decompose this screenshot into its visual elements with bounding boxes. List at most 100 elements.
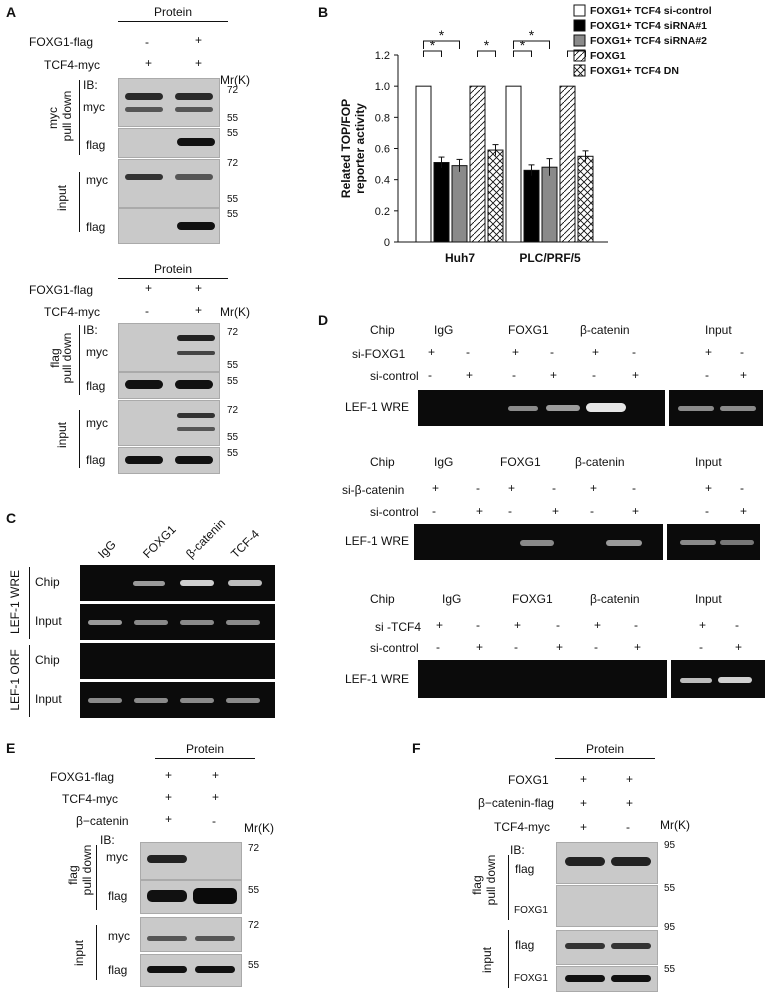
group-label-pulldown: pull down [80, 844, 94, 896]
bracket [29, 645, 30, 717]
band [175, 174, 213, 180]
band [718, 677, 752, 683]
sign: - [512, 368, 516, 382]
sign: - [594, 640, 598, 654]
d-col-input: Input [695, 592, 722, 606]
lane-label-myc: myc [86, 173, 108, 187]
mr-label: Mr(K) [660, 818, 690, 832]
sign: + [699, 618, 707, 632]
a2-row-foxg1: FOXG1-flag [29, 283, 94, 297]
lane-label-flag: flag [86, 138, 106, 152]
group-label-flag: flag [66, 865, 80, 885]
y-tick-label: 0.6 [375, 144, 390, 156]
band [680, 540, 716, 545]
sign: + [740, 504, 748, 518]
mw-marker: 55 [227, 209, 239, 220]
panel-label-d: D [318, 312, 329, 328]
band [180, 698, 214, 703]
blot-a2-pd-myc [118, 323, 220, 372]
sign: - [428, 368, 432, 382]
c-lane-bcat: β-catenin [183, 516, 229, 561]
c-label-chip: Chip [35, 653, 60, 667]
band [175, 456, 213, 464]
mw-marker: 55 [227, 448, 239, 459]
sig-star: * [430, 37, 436, 53]
blot-e-pd-flag [140, 880, 242, 914]
sign: - [705, 504, 709, 518]
blot-f-in-flag [556, 930, 658, 965]
bracket [96, 925, 97, 980]
mw-marker: 55 [227, 113, 239, 124]
lane-label-flag: flag [108, 963, 128, 977]
sign: + [195, 33, 203, 47]
band [195, 936, 235, 941]
y-tick-label: 0.2 [375, 206, 390, 218]
sign: - [550, 345, 554, 359]
a1-row-foxg1: FOXG1-flag [29, 35, 94, 49]
gel-d2 [414, 524, 760, 560]
f-row-bcat: β−catenin-flag [478, 796, 554, 810]
panel-label-e: E [6, 740, 16, 756]
lane-label-foxg1: FOXG1 [514, 905, 548, 916]
mw-marker: 55 [227, 360, 239, 371]
sign: + [592, 345, 600, 359]
sig-bracket [477, 50, 496, 57]
band [177, 335, 215, 341]
d-col-input: Input [695, 455, 722, 469]
band [175, 107, 213, 112]
band [125, 93, 163, 100]
y-tick-label: 0.8 [375, 112, 390, 124]
protein-header-f: Protein [555, 742, 655, 759]
band [720, 406, 756, 411]
legend-label: FOXG1+ TCF4 siRNA#1 [590, 20, 707, 32]
band [88, 620, 122, 625]
band [175, 93, 213, 100]
sign: + [626, 796, 634, 810]
protein-header-a1: Protein [118, 5, 228, 22]
blot-a1-pd-myc [118, 78, 220, 127]
sig-star: * [529, 27, 535, 43]
lane-label-myc: myc [83, 100, 105, 114]
d-col-foxg1: FOXG1 [500, 455, 541, 469]
sign: - [590, 504, 594, 518]
sign: + [552, 504, 560, 518]
sign: + [580, 796, 588, 810]
group-label-pulldown: pull down [484, 854, 498, 906]
mr-label: Mr(K) [220, 305, 250, 319]
ib-label: IB: [100, 833, 115, 847]
band [720, 540, 754, 545]
divider [667, 660, 671, 698]
bar [505, 85, 522, 243]
d-col-bcat: β-catenin [590, 592, 640, 606]
sign: + [212, 790, 220, 804]
lane-label-flag: flag [515, 938, 535, 952]
divider [665, 390, 669, 426]
band [177, 413, 215, 418]
sign: - [556, 618, 560, 632]
y-axis-label: Related TOP/FOPreporter activity [339, 99, 367, 198]
sign: - [705, 368, 709, 382]
blot-a2-in-myc [118, 400, 220, 446]
group-label-myc: myc [46, 107, 60, 129]
c-lane-foxg1: FOXG1 [140, 522, 179, 561]
bracket [508, 930, 509, 988]
band [147, 855, 187, 863]
c-label-input: Input [35, 614, 62, 628]
sign: - [552, 481, 556, 495]
mw-marker: 72 [248, 843, 260, 854]
d-row-si: si -TCF4 [375, 620, 421, 634]
sign: + [512, 345, 520, 359]
legend-swatch [573, 4, 586, 17]
gel-c-orf-chip [80, 643, 275, 679]
sign: - [735, 618, 739, 632]
mw-marker: 72 [227, 85, 239, 96]
legend-label: FOXG1 [590, 50, 626, 62]
band [226, 620, 260, 625]
d-col-input: Input [705, 323, 732, 337]
sign: - [508, 504, 512, 518]
sign: + [466, 368, 474, 382]
sign: - [740, 345, 744, 359]
blot-a2-in-flag [118, 447, 220, 474]
sig-bracket [513, 40, 550, 49]
mw-marker: 55 [664, 883, 676, 894]
